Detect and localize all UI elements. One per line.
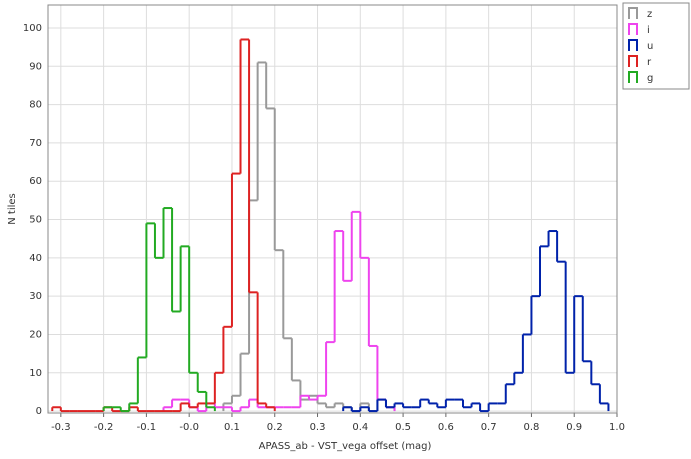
y-tick-label: 50 (29, 215, 42, 226)
x-tick-label: 0.9 (566, 422, 582, 433)
x-tick-label: -0.2 (94, 422, 114, 433)
x-tick-label: 0.8 (523, 422, 539, 433)
y-tick-label: 0 (36, 406, 42, 417)
legend-label: u (647, 41, 653, 52)
y-tick-label: 60 (29, 176, 42, 187)
legend-swatch (628, 71, 638, 83)
legend-swatch (628, 55, 638, 67)
y-tick-label: 80 (29, 100, 42, 111)
x-tick-label: 0.3 (310, 422, 326, 433)
x-tick-label: 0.4 (352, 422, 368, 433)
y-tick-label: 10 (29, 368, 42, 379)
x-tick-label: -0.3 (51, 422, 71, 433)
x-axis-label: APASS_ab - VST_vega offset (mag) (259, 441, 432, 452)
x-tick-label: -0.0 (179, 422, 199, 433)
x-tick-label: 0.7 (481, 422, 497, 433)
y-tick-label: 20 (29, 329, 42, 340)
legend-swatch (628, 23, 638, 35)
y-tick-label: 70 (29, 138, 42, 149)
legend-label: r (647, 57, 652, 68)
y-tick-label: 30 (29, 291, 42, 302)
legend-swatch (628, 7, 638, 19)
x-tick-label: -0.1 (137, 422, 157, 433)
y-tick-label: 100 (23, 23, 42, 34)
x-tick-label: 0.5 (395, 422, 411, 433)
x-tick-label: 0.6 (438, 422, 454, 433)
y-axis-label: N tiles (7, 193, 18, 225)
legend-box (622, 2, 690, 90)
legend-label: i (647, 25, 650, 36)
legend-label: g (647, 73, 653, 84)
x-tick-label: 1.0 (609, 422, 625, 433)
legend-swatch (628, 39, 638, 51)
x-tick-label: 0.1 (224, 422, 240, 433)
y-tick-label: 90 (29, 61, 42, 72)
x-tick-label: 0.2 (267, 422, 283, 433)
plot-frame (47, 4, 618, 414)
y-tick-label: 40 (29, 253, 42, 264)
legend-label: z (647, 9, 652, 20)
